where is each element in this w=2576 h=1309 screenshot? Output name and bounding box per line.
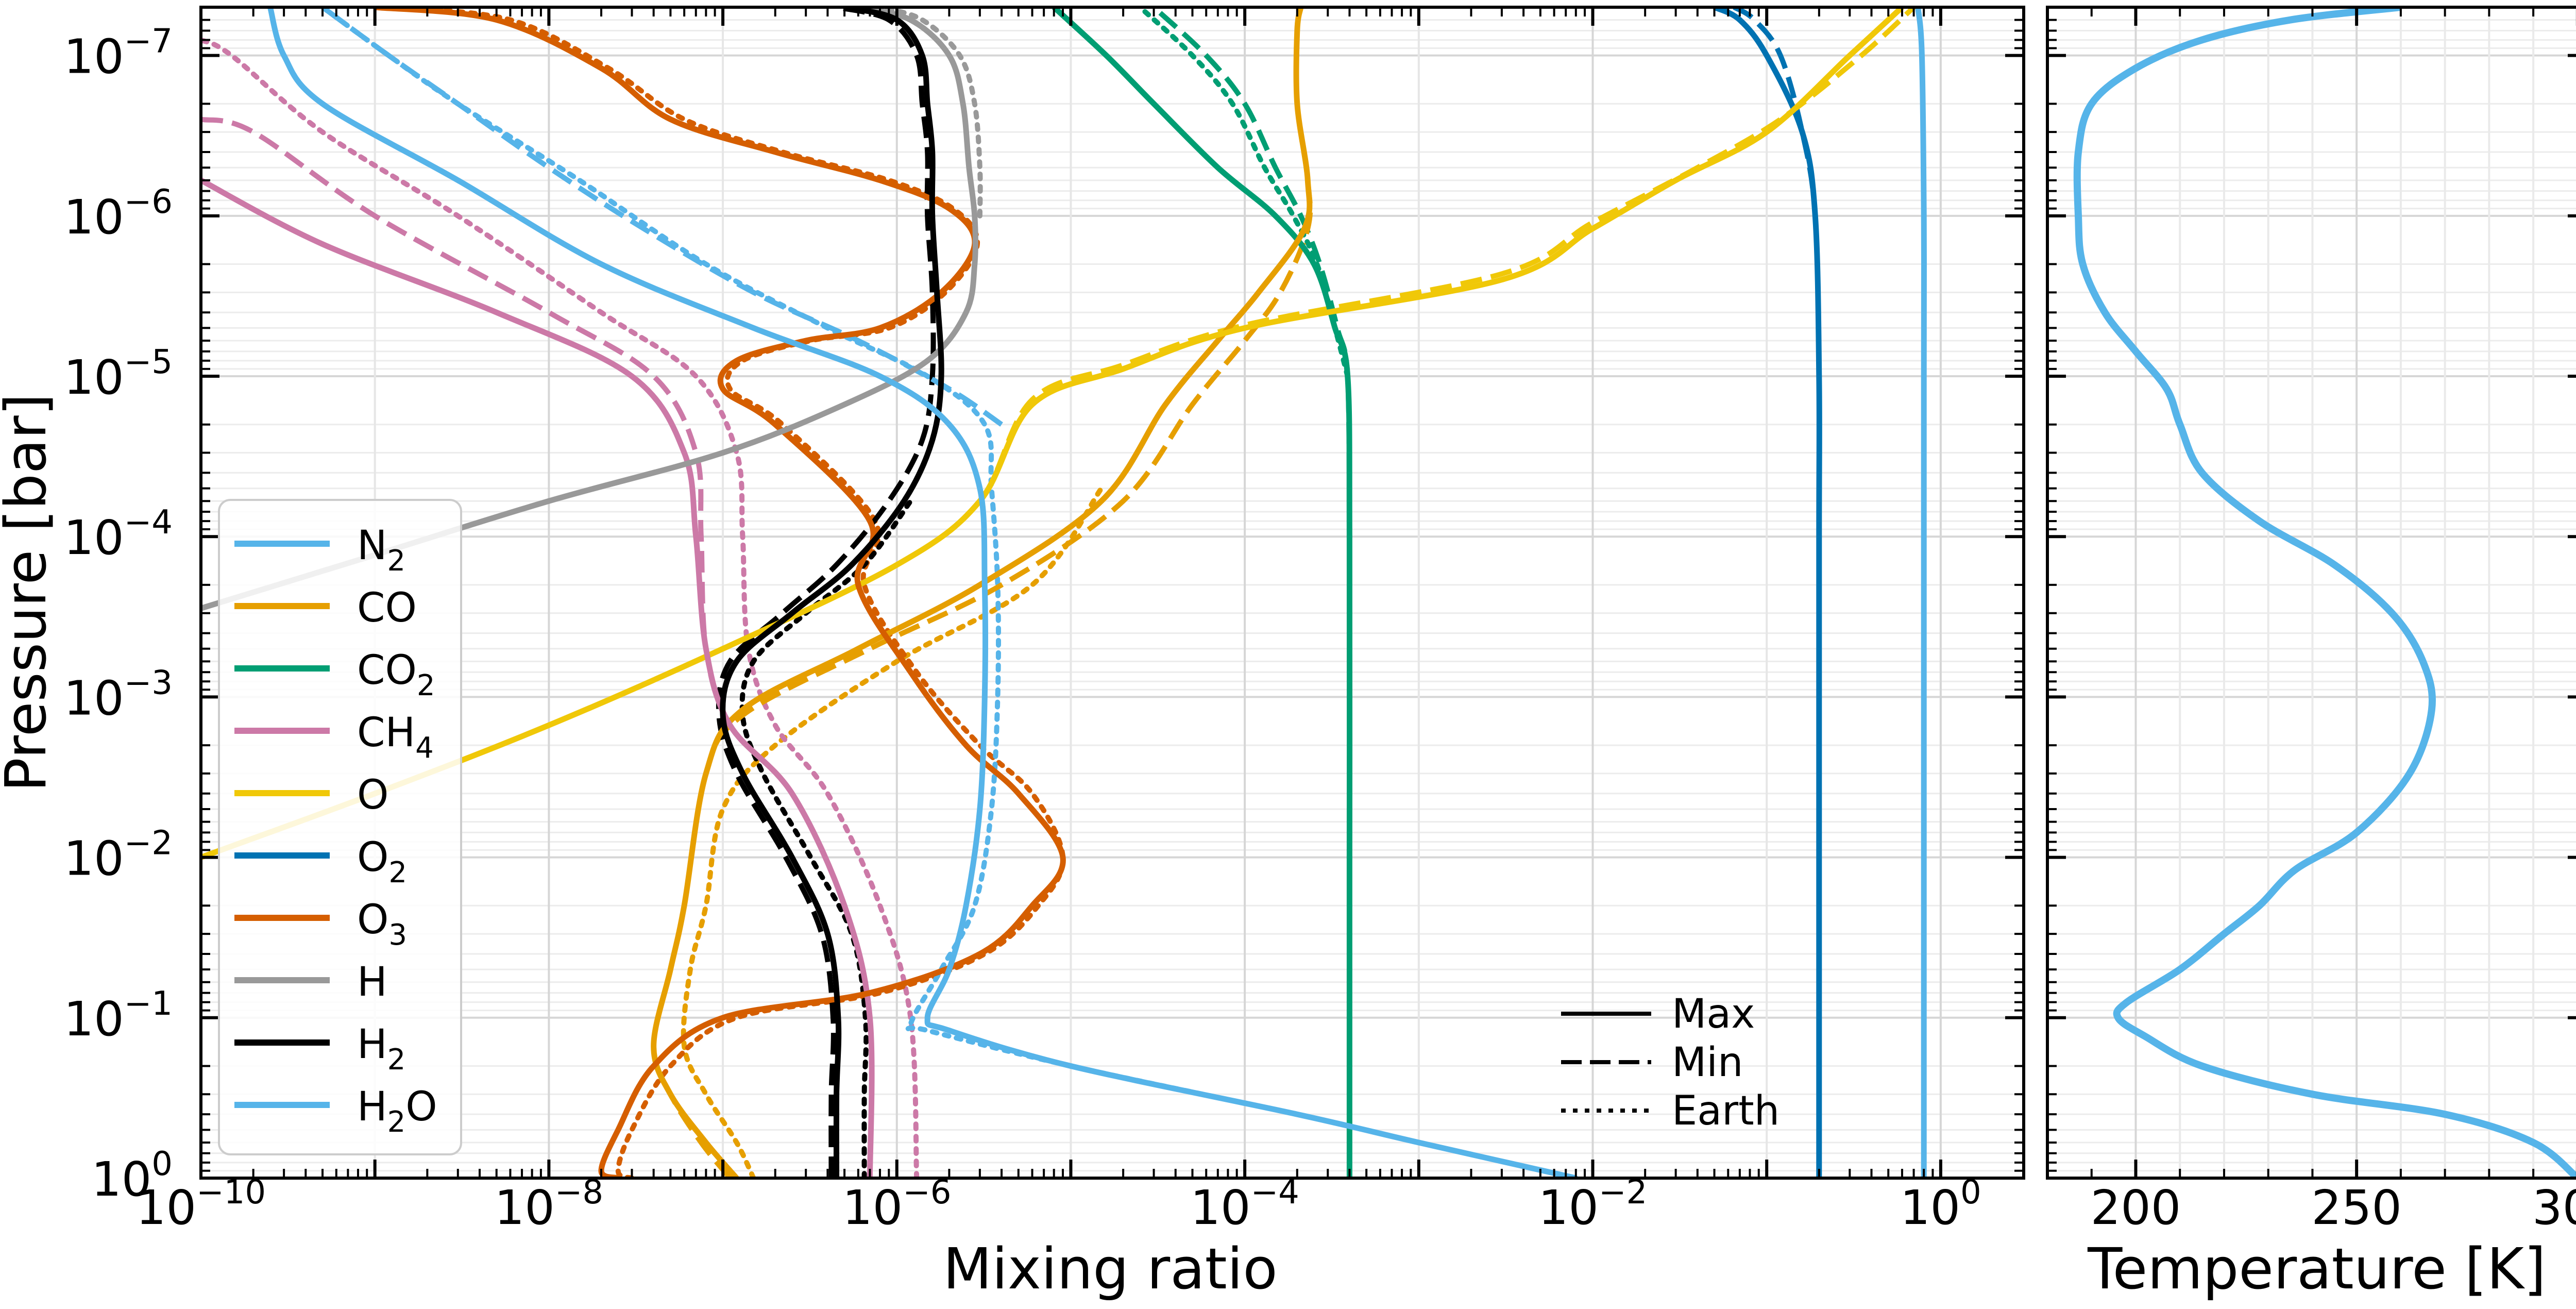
legend-label-ch4: CH4 [357, 710, 434, 765]
legend-label-o2: O2 [357, 834, 407, 890]
legend-label-h: H [357, 959, 387, 1005]
right-plot-gridlines [2047, 6, 2576, 1179]
series-co-solid [651, 7, 1313, 1178]
left-x-axis-label: Mixing ratio [943, 1236, 1277, 1302]
series-h2-dashed [716, 7, 936, 1178]
x-tick-label: 10−4 [1190, 1173, 1299, 1235]
series-n2-solid [1915, 7, 1927, 1178]
y-tick-label: 10−3 [64, 664, 173, 726]
y-tick-label: 10−6 [64, 183, 173, 245]
y-tick-label: 10−7 [64, 23, 173, 85]
legend-style-label-min: Min [1672, 1039, 1743, 1086]
legend-label-h2: H2 [357, 1021, 405, 1077]
left-y-tick-labels: 100 10−1 10−2 10−3 10−4 10−5 10−6 10−7 [64, 23, 173, 1207]
x-tick-label: 200 [2091, 1180, 2181, 1235]
x-tick-label: 250 [2311, 1180, 2402, 1235]
series-h2-solid [720, 7, 944, 1178]
legend-label-co2: CO2 [357, 647, 435, 702]
series-h-solid [201, 7, 978, 611]
legend-label-o: O [357, 772, 388, 818]
series-o-solid [201, 7, 1904, 860]
legend-label-o3: O3 [357, 897, 407, 952]
x-tick-label: 10−2 [1538, 1173, 1647, 1235]
legend-box [218, 499, 462, 1155]
left-x-tick-labels: 10−10 10−8 10−6 10−4 10−2 100 [136, 1173, 1981, 1235]
right-plot-series [2073, 7, 2576, 1178]
y-tick-label: 10−2 [64, 825, 173, 886]
series-o3-solid [375, 7, 1066, 1178]
left-plot-series [201, 7, 1927, 1178]
y-tick-label: 10−1 [64, 985, 173, 1047]
legend-label-n2: N2 [357, 523, 405, 578]
y-tick-label: 10−4 [64, 504, 173, 565]
y-tick-label: 10−5 [64, 343, 173, 405]
legend-label-co: CO [357, 585, 417, 631]
legend-style-label-earth: Earth [1672, 1088, 1780, 1134]
x-tick-label: 10−10 [136, 1173, 266, 1235]
right-plot-frame [2046, 6, 2576, 1180]
y-tick-label: 100 [91, 1145, 173, 1207]
legend-style-label-max: Max [1672, 991, 1755, 1037]
series-ch4-dotted [201, 37, 920, 1178]
x-tick-label: 300 [2532, 1180, 2576, 1235]
x-tick-label: 10−8 [495, 1173, 603, 1235]
series-co2-solid [1052, 7, 1353, 1178]
x-tick-label: 100 [1900, 1173, 1981, 1235]
left-y-axis-label: Pressure [bar] [0, 394, 59, 792]
series-o2-solid [1713, 7, 1822, 1178]
left-plot-frame [199, 6, 2025, 1180]
series-h2o-dotted [320, 7, 1579, 1178]
series-h2-dotted [739, 498, 913, 1178]
species-legend: N2 CO CO2 CH4 O O2 O3 H H2 H2O [218, 499, 462, 1155]
x-tick-label: 10−6 [842, 1173, 951, 1235]
series-temperature-profile [2073, 7, 2576, 1178]
legend-label-h2o: H2O [357, 1084, 437, 1139]
right-x-tick-labels: 200 250 300 [2091, 1180, 2576, 1235]
series-h2o-solid [267, 7, 1577, 1178]
right-x-axis-label: Temperature [K] [2087, 1236, 2546, 1302]
series-ch4-solid [201, 177, 875, 1178]
series-h-dotted [877, 7, 983, 219]
